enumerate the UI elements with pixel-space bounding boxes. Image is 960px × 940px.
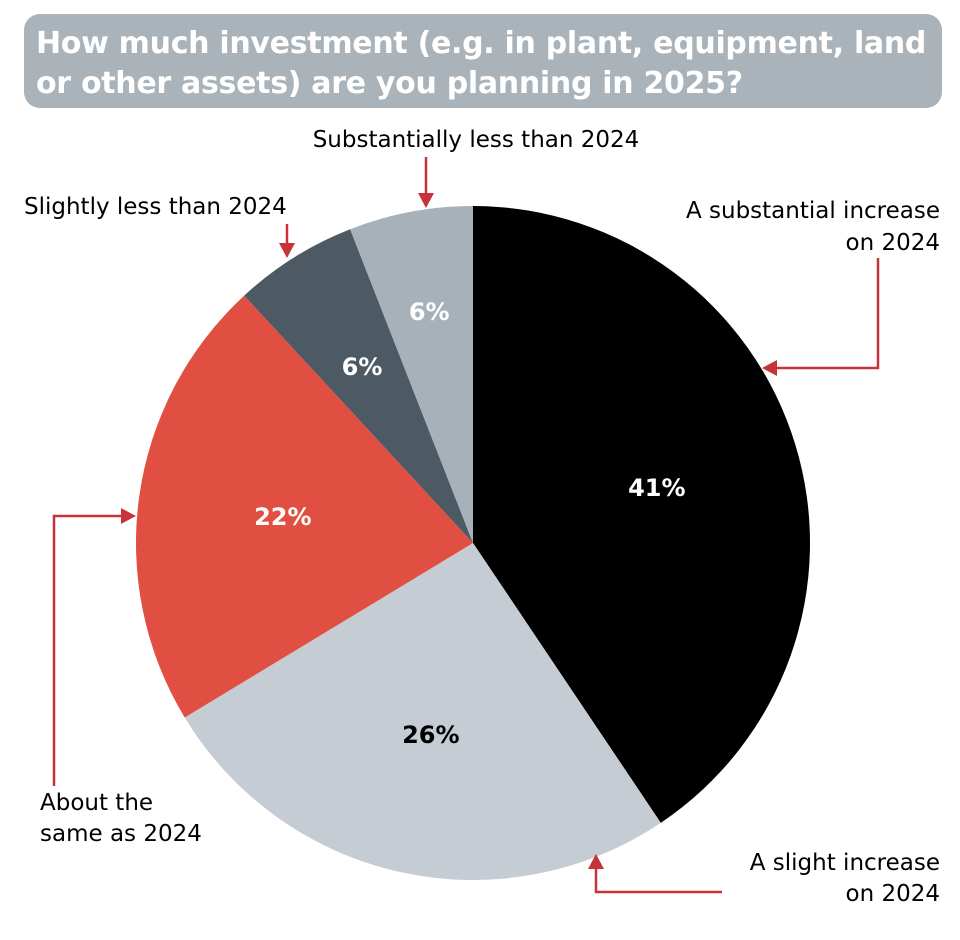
slice-value-label-slightly-less-than-2024: 6% (342, 353, 383, 381)
slice-value-label-substantially-less-than-2024: 6% (409, 298, 450, 326)
pie-category-labels: A substantial increase on 2024 A slight in… (24, 127, 940, 907)
category-label-substantially-less-than-2024: Substantially less than 2024 (313, 127, 640, 153)
slice-value-label-a-slight-increase-on-2024: 26% (402, 721, 459, 749)
pie-leader-lines (52, 157, 880, 894)
category-label-slightly-less-than-2024: Slightly less than 2024 (24, 194, 287, 220)
category-label-a-substantial-increase-on-2024-line-1: A substantial increase (686, 198, 940, 224)
slice-value-label-a-substantial-increase-on-2024: 41% (628, 474, 685, 502)
leader-line-a-substantial-increase-on-2024 (776, 258, 880, 370)
category-label-a-slight-increase-on-2024-line-2: on 2024 (846, 881, 941, 907)
chart-title-line-2: or other assets) are you planning in 202… (36, 66, 743, 101)
arrowhead-icon (121, 508, 136, 524)
pie-value-labels: 41% 26% 22% 6% 6% (254, 298, 685, 749)
category-label-about-the-same-as-2024-line-1: About the (40, 790, 153, 816)
pie-slice-substantially-less-than-2024 (350, 205, 473, 543)
leader-line-a-slight-increase-on-2024 (594, 868, 722, 894)
slice-value-label-about-the-same-as-2024: 22% (254, 503, 311, 531)
category-label-about-the-same-as-2024-line-2: same as 2024 (40, 821, 202, 847)
chart-title-banner: How much investment (e.g. in plant, equi… (24, 14, 942, 108)
arrowhead-icon (588, 854, 604, 869)
category-label-a-substantial-increase-on-2024-line-2: on 2024 (846, 230, 941, 256)
pie-slice-about-the-same-as-2024 (136, 295, 473, 718)
pie-slice-a-substantial-increase-on-2024 (473, 206, 810, 823)
chart-title-line-1: How much investment (e.g. in plant, equi… (36, 26, 927, 61)
pie-slice-a-slight-increase-on-2024 (184, 543, 661, 880)
arrowhead-icon (418, 193, 434, 208)
arrowhead-icon (762, 360, 777, 376)
arrowhead-icon (279, 243, 295, 258)
leader-line-about-the-same-as-2024 (52, 514, 122, 786)
pie-slices (136, 205, 810, 880)
pie-slice-slightly-less-than-2024 (244, 229, 473, 543)
category-label-a-slight-increase-on-2024-line-1: A slight increase (750, 850, 940, 876)
